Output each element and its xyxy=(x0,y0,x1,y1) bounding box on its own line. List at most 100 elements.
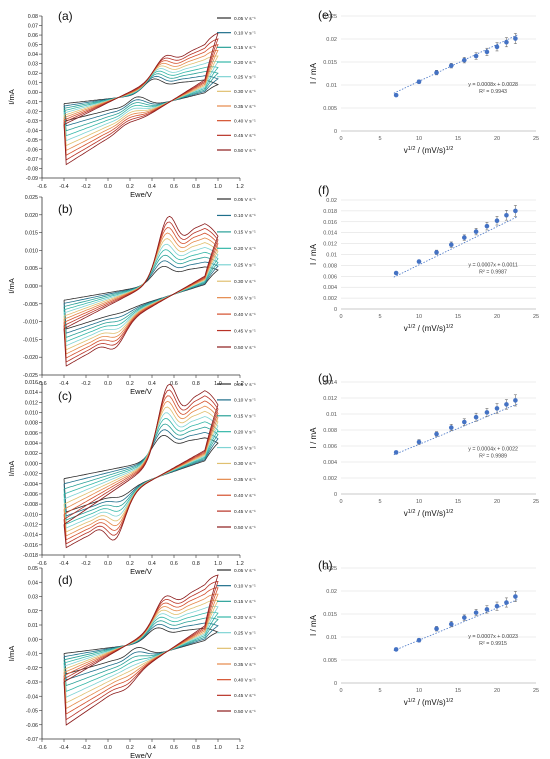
y-tick-label: -0.03 xyxy=(26,119,38,125)
y-tick-label: -0.010 xyxy=(23,320,38,326)
y-tick-label: -0.07 xyxy=(26,157,38,163)
y-tick-label: 0.02 xyxy=(326,198,337,204)
x-tick-label: 0.0 xyxy=(104,561,112,567)
y-tick-label: -0.006 xyxy=(23,492,38,498)
y-tick-label: 0.020 xyxy=(25,213,38,219)
y-tick-label: 0.006 xyxy=(323,274,337,280)
data-point xyxy=(494,218,500,224)
legend-entry-6: 0.30 V s⁻¹ xyxy=(234,646,256,652)
x-tick-label: 0.6 xyxy=(170,184,178,190)
x-axis-label-exponent: 1/2 xyxy=(408,509,416,515)
data-point xyxy=(473,53,479,59)
x-tick-label: 0.8 xyxy=(192,561,200,567)
x-tick-label: 1.0 xyxy=(214,184,222,190)
x-tick-label: 1.0 xyxy=(214,561,222,567)
y-tick-label: 0.00 xyxy=(28,637,38,643)
y-tick-label: 0.01 xyxy=(28,81,38,87)
y-tick-label: 0.03 xyxy=(28,595,38,601)
data-point xyxy=(448,242,454,247)
legend-entry-5: 0.25 V s⁻¹ xyxy=(234,263,256,269)
panel-label: (f) xyxy=(318,183,329,197)
y-tick-label: 0.016 xyxy=(25,380,38,386)
y-tick-label: 0.010 xyxy=(25,248,38,254)
x-tick-label: 20 xyxy=(494,688,500,694)
y-tick-label: 0.010 xyxy=(25,411,38,417)
y-tick-label: 0.000 xyxy=(25,461,38,467)
x-axis-label-symbol: v xyxy=(404,146,408,155)
cv-curve-8 xyxy=(63,587,219,715)
y-tick-label: -0.008 xyxy=(23,502,38,508)
x-axis-label-symbol: v xyxy=(404,324,408,333)
y-tick-label: 0.014 xyxy=(323,380,337,386)
fit-equation: y = 0.0004x + 0.0022 xyxy=(468,446,518,452)
y-tick-label: 0.008 xyxy=(323,263,337,269)
cv-panel-c: (c) 0.016 0.014 0.012 0.010 0.008 0.006 0.004 0.… xyxy=(7,380,256,576)
y-tick-label: -0.014 xyxy=(23,533,38,539)
y-tick-label: -0.08 xyxy=(26,166,38,172)
cv-curve-6 xyxy=(63,599,219,704)
x-tick-label: 0.6 xyxy=(170,745,178,751)
data-point xyxy=(504,402,509,407)
y-tick-label: -0.002 xyxy=(23,472,38,478)
data-point xyxy=(416,637,422,643)
legend-entry-9: 0.45 V s⁻¹ xyxy=(234,133,256,139)
data-point xyxy=(513,36,518,41)
x-tick-label: -0.6 xyxy=(37,745,46,751)
fit-r-squared: R² = 0.9943 xyxy=(479,89,507,95)
x-axis-label: Ewe/V xyxy=(130,751,152,759)
y-tick-label: -0.01 xyxy=(26,652,38,658)
x-tick-label: 0 xyxy=(339,314,342,320)
y-tick-label: 0 xyxy=(334,681,337,687)
legend-entry-10: 0.50 V s⁻¹ xyxy=(234,709,256,715)
data-point xyxy=(434,250,439,255)
panel-label: (c) xyxy=(58,389,72,403)
x-axis-label-unit: / (mV/s) xyxy=(415,146,446,155)
legend-entry-9: 0.45 V s⁻¹ xyxy=(234,328,256,334)
legend-entry-2: 0.10 V s⁻¹ xyxy=(234,398,256,404)
cv-curve-10 xyxy=(63,574,219,726)
y-tick-label: -0.020 xyxy=(23,355,38,361)
x-tick-label: 0 xyxy=(339,136,342,142)
y-tick-label: -0.04 xyxy=(26,694,38,700)
legend-entry-3: 0.15 V s⁻¹ xyxy=(234,414,256,420)
y-tick-label: 0.008 xyxy=(323,428,337,434)
legend-entry-8: 0.40 V s⁻¹ xyxy=(234,493,256,499)
x-tick-label: 0.0 xyxy=(104,184,112,190)
y-tick-label: 0.02 xyxy=(28,609,38,615)
x-tick-label: 10 xyxy=(416,136,422,142)
y-tick-label: 0.02 xyxy=(326,589,337,595)
x-tick-label: 0.4 xyxy=(148,745,156,751)
legend-entry-5: 0.25 V s⁻¹ xyxy=(234,74,256,80)
x-tick-label: -0.4 xyxy=(59,184,68,190)
x-tick-label: 0.2 xyxy=(126,381,134,387)
y-tick-label: -0.07 xyxy=(26,737,38,743)
data-point xyxy=(473,414,479,420)
data-point xyxy=(416,259,422,264)
y-tick-label: 0.018 xyxy=(323,209,337,215)
y-tick-label: -0.004 xyxy=(23,482,38,488)
y-axis-label: I / mA xyxy=(309,614,318,636)
x-tick-label: -0.4 xyxy=(59,381,68,387)
y-tick-label: 0.006 xyxy=(323,444,337,450)
x-tick-label: 0.0 xyxy=(104,745,112,751)
legend-entry-9: 0.45 V s⁻¹ xyxy=(234,693,256,699)
legend-entry-5: 0.25 V s⁻¹ xyxy=(234,630,256,636)
x-tick-label: 0.0 xyxy=(104,381,112,387)
x-axis-label: v1/2 / (mV/s)1/2 xyxy=(404,146,454,155)
x-tick-label: 0 xyxy=(339,688,342,694)
y-axis-label: I / mA xyxy=(309,427,318,449)
x-tick-label: 0.2 xyxy=(126,184,134,190)
trendline xyxy=(393,216,518,278)
panel-label: (h) xyxy=(318,558,333,572)
legend-entry-1: 0.05 V s⁻¹ xyxy=(234,16,256,22)
x-tick-label: 15 xyxy=(455,688,461,694)
y-tick-label: 0.05 xyxy=(28,43,38,49)
y-tick-label: -0.02 xyxy=(26,666,38,672)
data-point xyxy=(462,419,467,425)
y-tick-label: -0.025 xyxy=(23,373,38,379)
x-axis-label: Ewe/V xyxy=(130,190,152,199)
x-axis-label: Ewe/V xyxy=(130,567,152,576)
x-axis-label-unit-exponent: 1/2 xyxy=(446,146,454,152)
fit-equation: y = 0.0007x + 0.0011 xyxy=(468,262,517,268)
